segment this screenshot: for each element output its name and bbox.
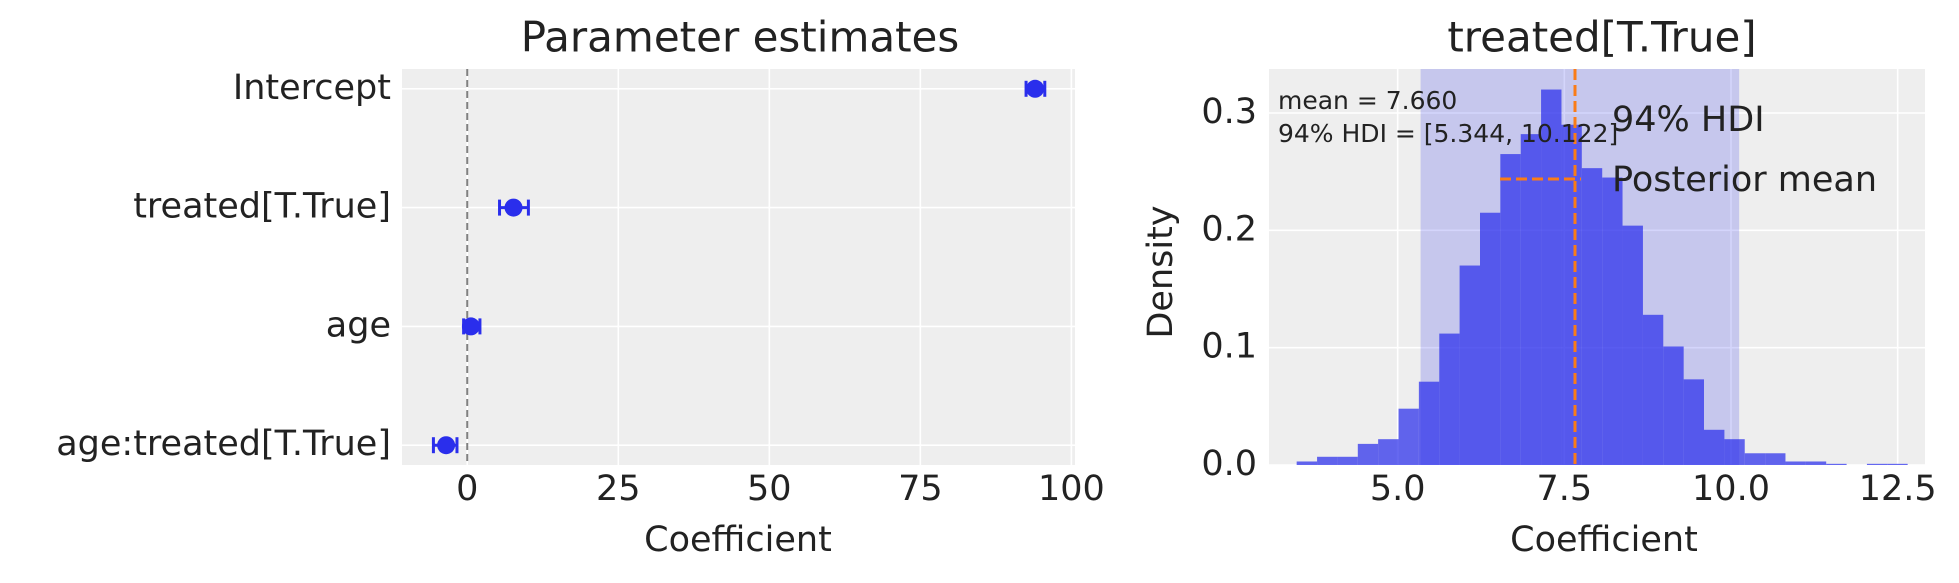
bar xyxy=(1785,461,1806,465)
bar xyxy=(1887,463,1908,465)
bar xyxy=(1744,453,1766,465)
y-tick-label: age xyxy=(326,305,391,345)
x-tick-label: 10.0 xyxy=(1692,469,1770,509)
y-tick-label: 0.2 xyxy=(1201,209,1257,249)
chart-title: Parameter estimates xyxy=(521,13,960,62)
bar xyxy=(1337,456,1358,465)
point xyxy=(504,198,523,217)
bar xyxy=(1317,456,1338,465)
bar xyxy=(1357,443,1379,465)
plot-area xyxy=(402,69,1075,465)
bar xyxy=(1378,439,1399,465)
bar xyxy=(1398,408,1419,465)
bar xyxy=(1805,461,1827,465)
bar xyxy=(1765,453,1786,465)
annotation: 94% HDI = [5.344, 10.122] xyxy=(1278,119,1618,148)
bar xyxy=(1418,381,1440,465)
bar xyxy=(1622,225,1643,465)
y-tick-label: age:treated[T.True] xyxy=(56,424,391,464)
x-tick-label: 12.5 xyxy=(1859,469,1937,509)
annotation: mean = 7.660 xyxy=(1278,86,1457,115)
x-tick-label: 25 xyxy=(596,469,641,509)
bar xyxy=(1459,265,1480,465)
chart-title: treated[T.True] xyxy=(1447,13,1756,62)
bar xyxy=(1826,463,1847,465)
bar xyxy=(1541,89,1562,466)
y-tick-label: 0.3 xyxy=(1201,92,1257,132)
y-tick-label: Intercept xyxy=(233,68,391,108)
point xyxy=(437,436,456,455)
bar xyxy=(1581,168,1603,465)
legend-label: 94% HDI xyxy=(1612,100,1765,140)
bar xyxy=(1520,134,1542,465)
bar xyxy=(1439,333,1460,465)
y-tick-label: treated[T.True] xyxy=(133,187,391,227)
marks xyxy=(402,69,1925,466)
bar xyxy=(1866,463,1888,465)
bar xyxy=(1704,429,1725,465)
x-tick-label: 75 xyxy=(898,469,943,509)
x-tick-label: 100 xyxy=(1038,469,1105,509)
bar xyxy=(1561,124,1582,465)
bar xyxy=(1480,212,1501,465)
point xyxy=(1026,79,1045,98)
bar xyxy=(1602,177,1623,466)
x-tick-label: 7.5 xyxy=(1536,469,1592,509)
bar xyxy=(1296,461,1318,465)
y-tick-label: 0.0 xyxy=(1201,444,1257,484)
y-tick-label: 0.1 xyxy=(1201,327,1257,367)
legend-label: Posterior mean xyxy=(1612,160,1877,200)
x-tick-label: 50 xyxy=(747,469,792,509)
bar xyxy=(1683,379,1704,465)
x-axis-label: Coefficient xyxy=(1510,520,1698,560)
x-axis-label: Coefficient xyxy=(644,520,832,560)
bar xyxy=(1663,346,1684,465)
x-tick-label: 5.0 xyxy=(1370,469,1426,509)
bar xyxy=(1724,439,1745,465)
x-tick-label: 0 xyxy=(456,469,478,509)
bar xyxy=(1642,314,1664,465)
y-axis-label: Density xyxy=(1141,205,1181,338)
bar xyxy=(1500,154,1521,466)
point xyxy=(461,317,480,336)
